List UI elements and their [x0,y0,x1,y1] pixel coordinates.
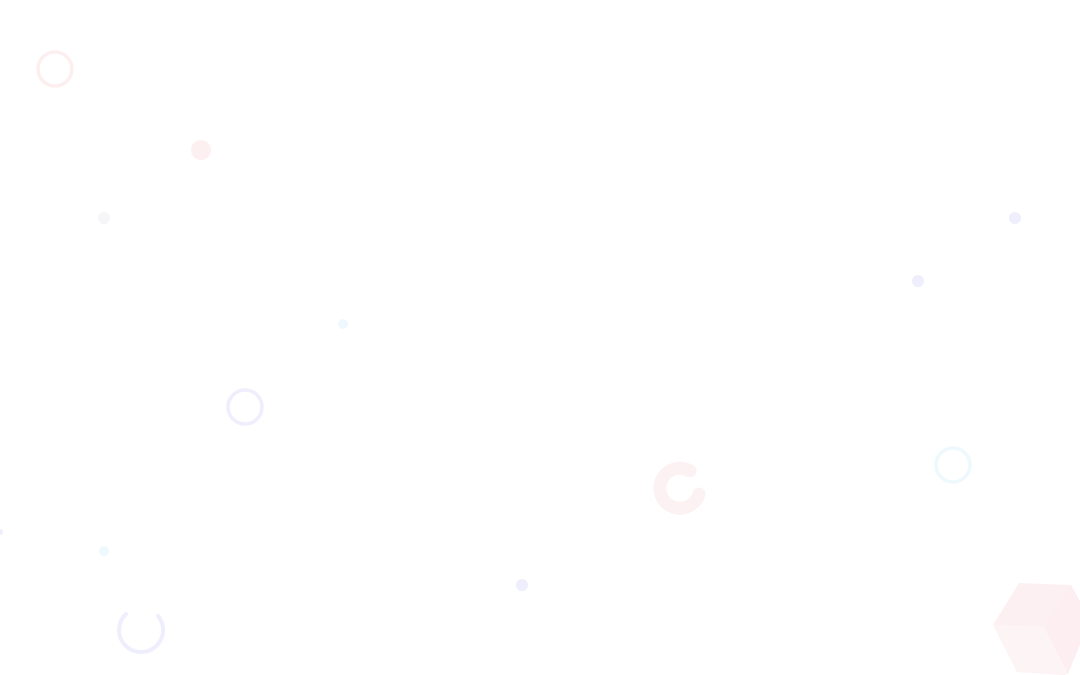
cube-shape [993,583,1080,675]
dot-shape [0,529,3,535]
dot-shape [338,319,348,329]
arc-shape [117,612,166,655]
ring-shape [934,446,972,484]
dot-shape [98,212,110,224]
dot-shape [516,579,528,591]
ring-shape [36,50,74,88]
arc-shape [653,461,706,515]
dot-shape [191,140,211,160]
dot-shape [99,546,109,556]
dot-shape [1009,212,1021,224]
ring-shape [226,388,264,426]
dot-shape [912,275,924,287]
